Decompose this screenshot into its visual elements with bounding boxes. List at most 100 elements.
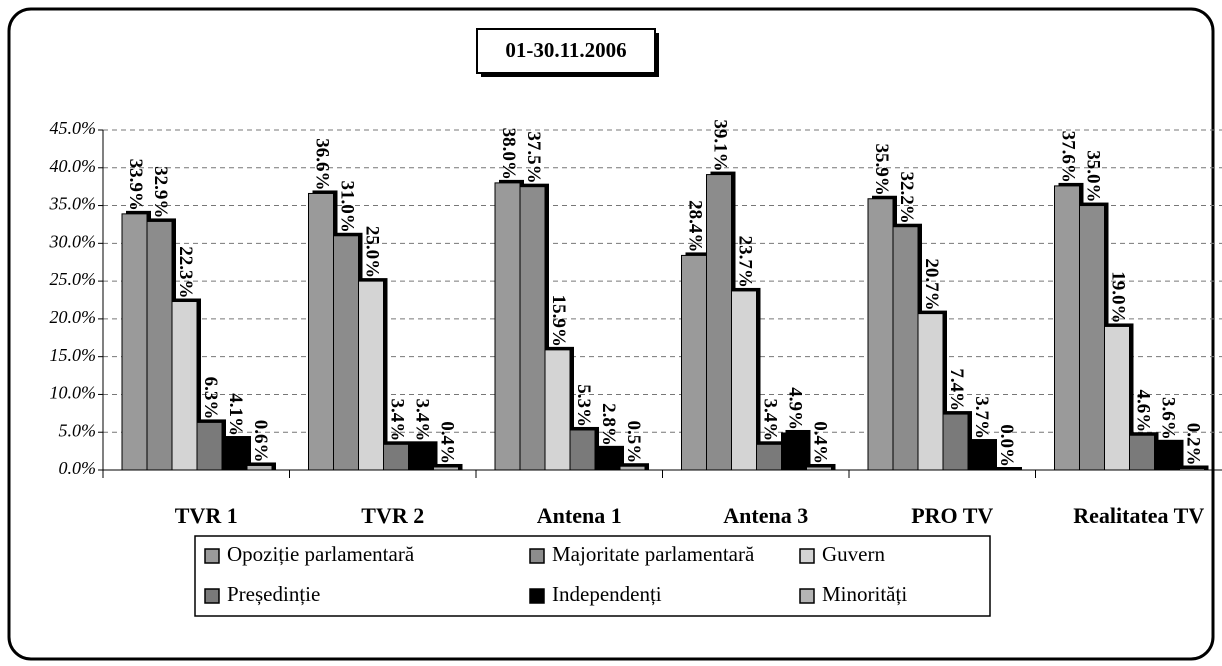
bar bbox=[942, 413, 969, 471]
bar bbox=[408, 443, 434, 471]
value-label: 0.6% bbox=[250, 420, 271, 463]
value-label: 7.4% bbox=[946, 368, 967, 411]
bar bbox=[967, 441, 994, 471]
value-label: 19.0% bbox=[1108, 271, 1129, 323]
value-label: 15.9% bbox=[548, 295, 569, 347]
y-tick-label: 35.0% bbox=[49, 194, 97, 214]
legend-label: Minorități bbox=[822, 582, 907, 606]
bar bbox=[333, 235, 359, 471]
value-label: 4.9% bbox=[785, 387, 806, 430]
legend-label: Președinție bbox=[227, 582, 320, 606]
bar-shadow bbox=[1183, 465, 1209, 470]
bar bbox=[358, 280, 384, 471]
value-label: 20.7% bbox=[921, 258, 942, 310]
legend-label: Guvern bbox=[822, 542, 885, 566]
x-tick-label: Antena 3 bbox=[723, 503, 808, 528]
legend-label: Independenți bbox=[552, 582, 662, 606]
y-tick-label: 20.0% bbox=[50, 307, 97, 327]
legend-box bbox=[194, 535, 991, 617]
value-label: 3.4% bbox=[412, 399, 433, 442]
value-label: 0.5% bbox=[623, 420, 644, 463]
value-label: 37.6% bbox=[1058, 131, 1079, 183]
legend-swatch bbox=[529, 588, 545, 604]
value-label: 37.5% bbox=[523, 131, 544, 183]
bar-shadow bbox=[997, 467, 1022, 470]
x-tick-label: TVR 2 bbox=[361, 503, 424, 528]
bar bbox=[1179, 467, 1205, 471]
value-label: 2.8% bbox=[598, 403, 619, 446]
bar bbox=[544, 349, 571, 471]
y-tick-label: 5.0% bbox=[59, 420, 97, 440]
legend-swatch bbox=[529, 548, 545, 564]
value-label: 0.2% bbox=[1183, 423, 1204, 466]
bar bbox=[594, 448, 621, 471]
value-label: 39.1% bbox=[710, 119, 731, 171]
value-label: 35.9% bbox=[871, 144, 892, 196]
bar bbox=[731, 290, 757, 471]
bar bbox=[806, 466, 832, 471]
legend-swatch bbox=[799, 588, 815, 604]
bar bbox=[892, 226, 919, 471]
x-tick-label: TVR 1 bbox=[175, 503, 238, 528]
title-box bbox=[476, 28, 656, 74]
bar bbox=[308, 192, 334, 471]
x-tick-label: PRO TV bbox=[911, 503, 993, 528]
legend-label: Opoziție parlamentară bbox=[227, 542, 415, 566]
bar bbox=[1079, 205, 1105, 471]
value-label: 4.1% bbox=[225, 393, 246, 436]
bar bbox=[706, 174, 732, 471]
legend-swatch bbox=[204, 548, 220, 564]
value-label: 33.9% bbox=[125, 159, 146, 211]
bar bbox=[146, 220, 173, 471]
bar bbox=[121, 213, 148, 471]
y-tick-label: 10.0% bbox=[50, 383, 97, 403]
chart-frame bbox=[7, 7, 1215, 661]
value-label: 25.0% bbox=[362, 226, 383, 278]
value-label: 35.0% bbox=[1083, 150, 1104, 202]
y-tick-label: 0.0% bbox=[59, 458, 97, 478]
value-label: 36.6% bbox=[312, 138, 333, 190]
bar bbox=[681, 254, 707, 471]
legend-swatch bbox=[799, 548, 815, 564]
bar bbox=[781, 432, 807, 471]
value-label: 28.4% bbox=[685, 200, 706, 252]
value-label: 6.3% bbox=[200, 377, 221, 420]
bar bbox=[433, 466, 459, 471]
bar bbox=[171, 301, 198, 471]
bar bbox=[1154, 442, 1180, 471]
value-label: 5.3% bbox=[573, 384, 594, 427]
bar bbox=[1129, 434, 1155, 471]
bar bbox=[221, 438, 248, 471]
y-tick-label: 15.0% bbox=[50, 345, 97, 365]
y-tick-label: 45.0% bbox=[50, 118, 97, 138]
bar bbox=[519, 186, 546, 471]
value-label: 38.0% bbox=[498, 128, 519, 180]
value-label: 23.7% bbox=[735, 236, 756, 288]
y-tick-label: 40.0% bbox=[50, 156, 97, 176]
value-label: 3.7% bbox=[971, 396, 992, 439]
value-label: 32.2% bbox=[896, 171, 917, 223]
bar bbox=[1054, 185, 1080, 471]
bar bbox=[246, 464, 273, 471]
value-label: 0.4% bbox=[437, 421, 458, 464]
value-label: 4.6% bbox=[1133, 389, 1154, 432]
value-label: 32.9% bbox=[150, 166, 171, 218]
bar bbox=[756, 443, 782, 471]
bar bbox=[494, 182, 521, 471]
bar bbox=[383, 443, 409, 471]
value-label: 3.4% bbox=[760, 399, 781, 442]
legend-swatch bbox=[204, 588, 220, 604]
bar bbox=[867, 198, 894, 471]
value-label: 31.0% bbox=[337, 181, 358, 233]
bar bbox=[196, 421, 223, 471]
bar bbox=[917, 313, 944, 471]
bar bbox=[619, 465, 646, 471]
bar bbox=[1104, 325, 1130, 471]
value-label: 0.0% bbox=[996, 424, 1017, 467]
value-label: 3.6% bbox=[1158, 397, 1179, 440]
bar bbox=[569, 429, 596, 471]
legend-label: Majoritate parlamentară bbox=[552, 542, 755, 566]
value-label: 22.3% bbox=[175, 246, 196, 298]
y-tick-label: 30.0% bbox=[49, 231, 97, 251]
